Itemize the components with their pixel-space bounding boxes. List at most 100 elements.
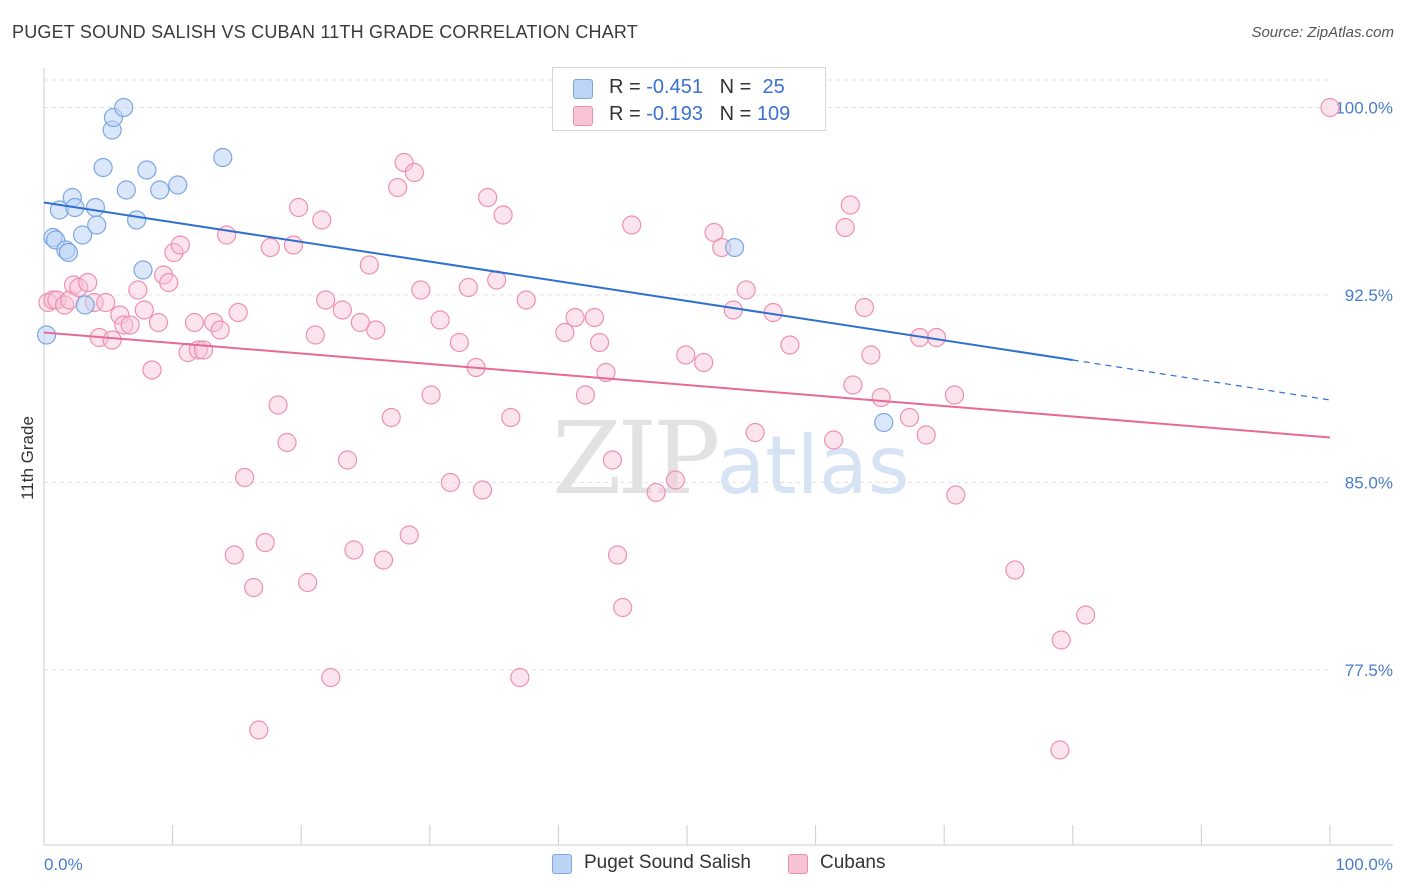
- point-cubans: [622, 215, 642, 235]
- legend-swatch-pink: [573, 106, 593, 126]
- point-cubans: [332, 300, 352, 320]
- point-salish: [114, 97, 134, 118]
- point-cubans: [283, 235, 304, 255]
- legend-n-label: N =: [719, 76, 757, 98]
- point-cubans: [277, 432, 297, 453]
- point-salish: [116, 180, 136, 200]
- point-cubans: [366, 320, 386, 340]
- point-cubans: [871, 387, 891, 408]
- point-cubans: [555, 322, 575, 343]
- point-cubans: [244, 577, 264, 598]
- point-cubans: [510, 667, 530, 688]
- point-salish: [150, 180, 170, 200]
- point-cubans: [1050, 740, 1070, 760]
- source-label: Source: ZipAtlas.com: [1251, 24, 1394, 41]
- point-cubans: [596, 362, 616, 383]
- point-cubans: [224, 545, 244, 565]
- trend-line-cubans: [43, 331, 1331, 439]
- legend-r-label: R =: [609, 76, 647, 98]
- point-salish: [58, 242, 79, 263]
- point-cubans: [235, 467, 255, 488]
- point-salish: [724, 237, 745, 258]
- point-cubans: [613, 597, 633, 618]
- legend-swatch-blue: [573, 79, 593, 99]
- point-cubans: [602, 450, 623, 470]
- point-cubans: [78, 272, 98, 293]
- point-cubans: [316, 290, 336, 310]
- point-salish: [36, 325, 57, 345]
- point-cubans: [69, 277, 89, 298]
- point-cubans: [148, 312, 169, 333]
- point-cubans: [381, 407, 401, 428]
- legend-swatch-blue: [552, 854, 572, 874]
- legend-n-value: 109: [756, 103, 791, 125]
- point-cubans: [170, 235, 190, 255]
- point-cubans: [1320, 97, 1340, 118]
- point-cubans: [102, 330, 122, 350]
- trend-line-dashed-salish: [1072, 359, 1331, 401]
- point-cubans: [228, 302, 248, 323]
- point-cubans: [110, 305, 130, 325]
- point-cubans: [289, 197, 309, 218]
- point-cubans: [843, 375, 863, 395]
- point-salish: [874, 412, 894, 433]
- point-cubans: [394, 152, 414, 173]
- watermark: ZIPatlas: [552, 400, 910, 517]
- point-cubans: [736, 280, 756, 300]
- legend-r-value: -0.451: [646, 76, 703, 98]
- point-cubans: [312, 210, 332, 230]
- point-cubans: [780, 335, 800, 355]
- point-cubans: [745, 422, 765, 443]
- legend-label: Puget Sound Salish: [584, 852, 751, 873]
- point-cubans: [676, 345, 696, 365]
- point-salish: [87, 215, 107, 235]
- legend-r-value: -0.193: [646, 103, 703, 125]
- point-cubans: [840, 195, 860, 215]
- point-cubans: [916, 425, 936, 445]
- point-salish: [75, 295, 95, 315]
- point-cubans: [255, 532, 275, 553]
- y-tick-label: 77.5%: [1345, 661, 1393, 680]
- point-salish: [133, 260, 153, 280]
- point-cubans: [204, 312, 224, 333]
- point-cubans: [421, 385, 441, 405]
- point-cubans: [946, 485, 966, 505]
- point-cubans: [164, 242, 184, 263]
- point-cubans: [607, 545, 628, 565]
- point-cubans: [824, 430, 844, 450]
- legend-label: Cubans: [820, 852, 886, 873]
- point-cubans: [589, 332, 610, 353]
- point-cubans: [493, 205, 513, 225]
- point-cubans: [63, 275, 84, 295]
- point-cubans: [193, 340, 214, 360]
- point-cubans: [373, 550, 394, 570]
- point-cubans: [1005, 560, 1025, 580]
- point-cubans: [305, 325, 325, 345]
- point-cubans: [861, 345, 881, 365]
- point-cubans: [184, 312, 205, 333]
- point-salish: [72, 225, 93, 245]
- point-cubans: [260, 237, 280, 258]
- point-cubans: [298, 572, 318, 593]
- point-cubans: [96, 292, 116, 313]
- point-cubans: [159, 272, 179, 293]
- point-salish: [213, 147, 233, 168]
- point-cubans: [694, 352, 714, 373]
- point-salish: [85, 197, 106, 218]
- point-salish: [137, 160, 157, 180]
- point-cubans: [114, 315, 134, 335]
- x-tick-label: 0.0%: [44, 855, 83, 874]
- point-cubans: [134, 300, 154, 320]
- watermark-zip: ZIP: [552, 400, 720, 517]
- point-cubans: [404, 162, 424, 183]
- point-cubans: [344, 540, 364, 560]
- point-cubans: [359, 255, 379, 275]
- point-cubans: [516, 290, 536, 310]
- point-cubans: [388, 177, 408, 198]
- point-cubans: [1051, 630, 1071, 650]
- point-cubans: [472, 480, 493, 500]
- point-cubans: [646, 482, 666, 503]
- point-cubans: [478, 187, 498, 208]
- point-cubans: [337, 450, 358, 470]
- y-tick-label: 85.0%: [1345, 474, 1393, 493]
